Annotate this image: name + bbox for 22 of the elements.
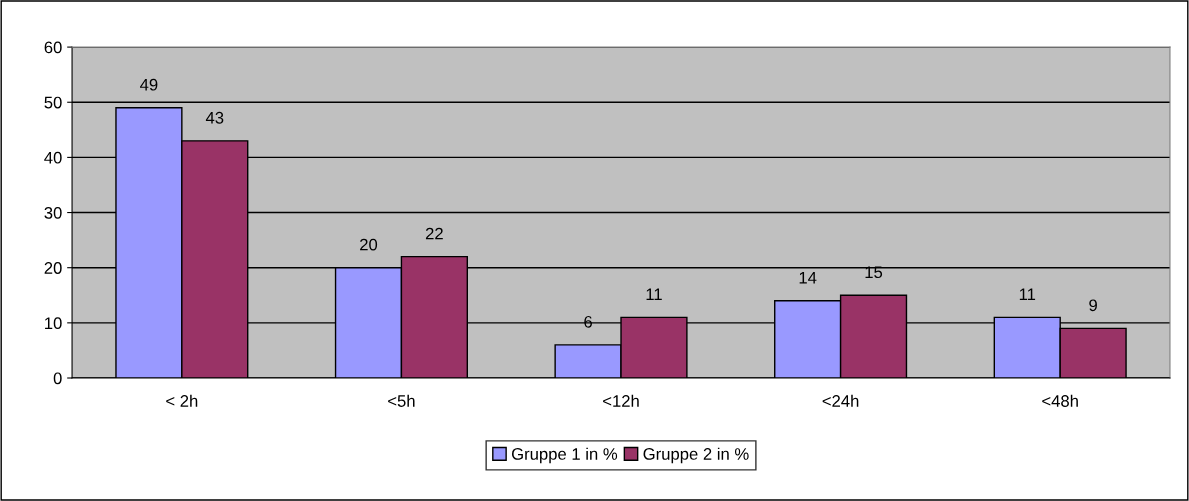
x-tick-label: <5h bbox=[388, 394, 415, 407]
y-tick-label: 30 bbox=[44, 206, 62, 219]
y-tick-label: 50 bbox=[44, 96, 62, 109]
data-label: 22 bbox=[425, 227, 443, 240]
data-label: 49 bbox=[140, 78, 158, 91]
data-label: 14 bbox=[799, 271, 817, 284]
legend-label: Gruppe 1 in % bbox=[511, 447, 618, 464]
x-tick-label: <48h bbox=[1042, 394, 1078, 407]
x-tick-label: <24h bbox=[822, 394, 859, 407]
y-tick-label: 10 bbox=[45, 317, 62, 330]
legend-label: Gruppe 2 in % bbox=[643, 447, 749, 464]
x-tick-label: <12h bbox=[603, 394, 639, 407]
data-label: 9 bbox=[1089, 299, 1097, 312]
y-tick-label: 60 bbox=[44, 41, 62, 54]
data-label: 20 bbox=[360, 238, 378, 251]
y-tick-label: 20 bbox=[44, 262, 62, 274]
x-tick-label: < 2h bbox=[166, 394, 198, 407]
y-tick-label: 40 bbox=[44, 151, 62, 164]
data-label: 11 bbox=[1019, 288, 1036, 300]
data-label: 43 bbox=[205, 111, 224, 124]
data-label: 11 bbox=[646, 288, 662, 300]
y-tick-label: 0 bbox=[53, 372, 62, 385]
